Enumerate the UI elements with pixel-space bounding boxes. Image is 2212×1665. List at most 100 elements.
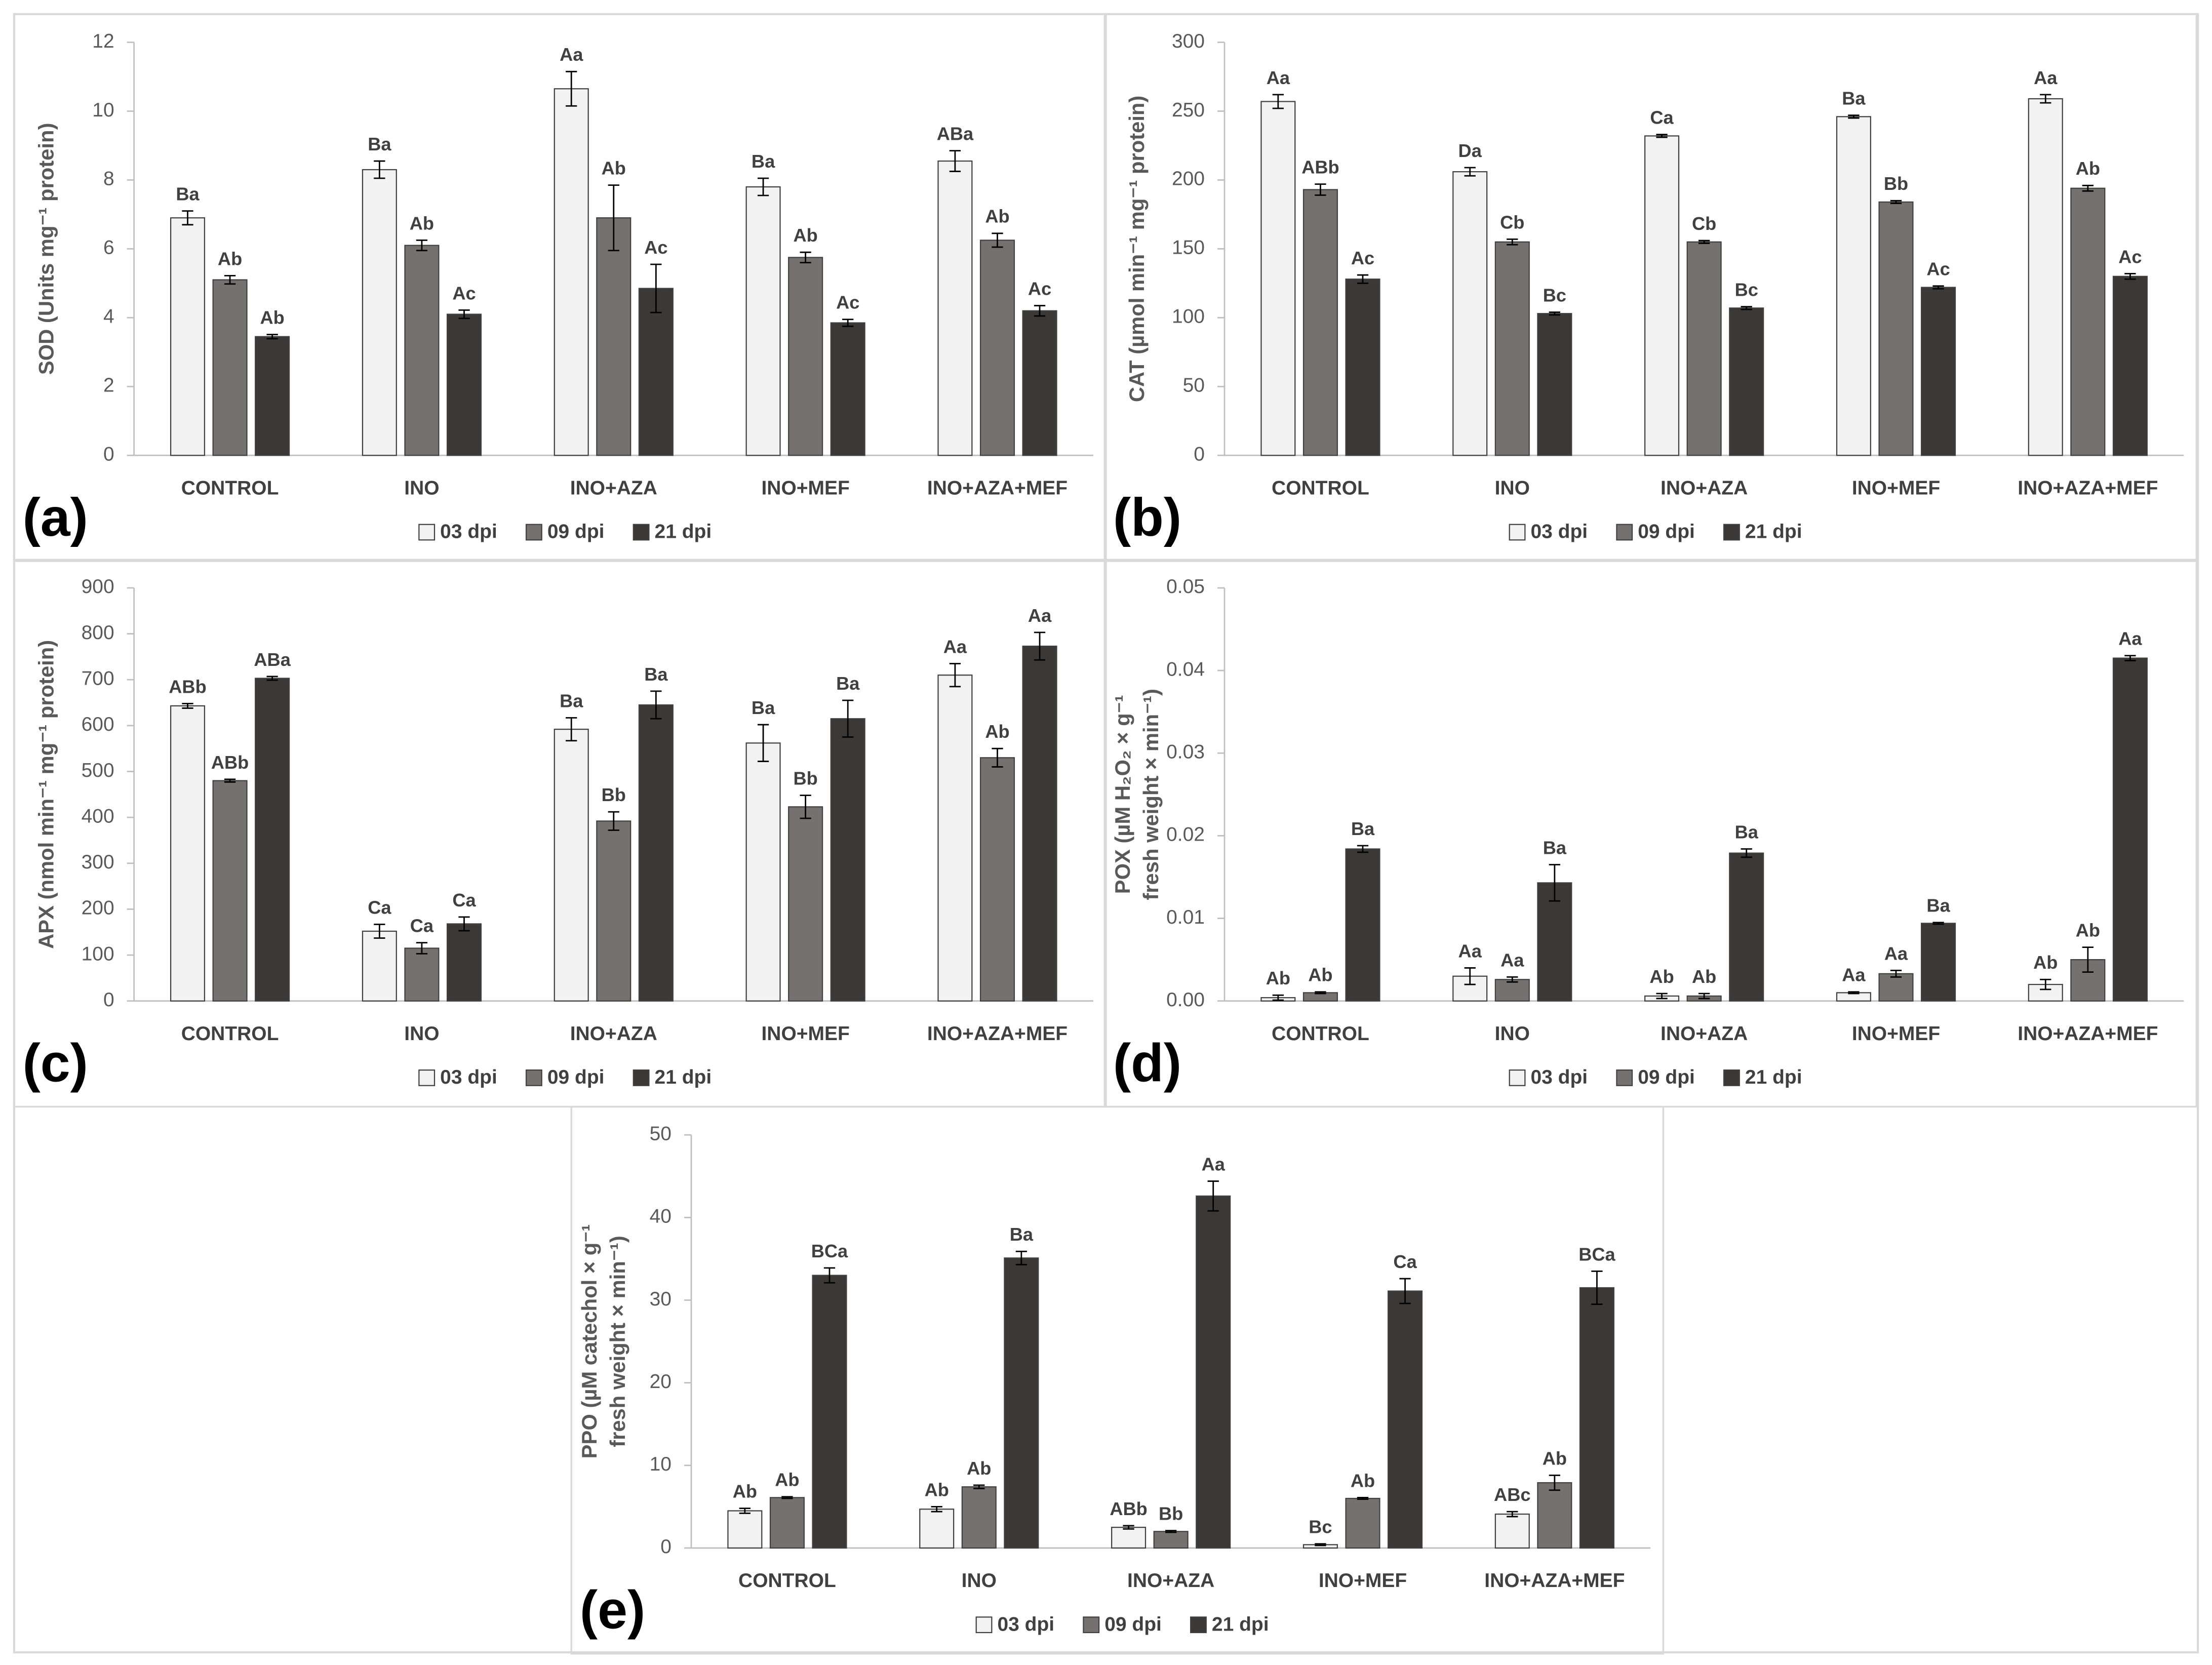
error-bar: [973, 1484, 985, 1489]
bar: [554, 88, 589, 456]
bar: [1111, 1527, 1147, 1549]
y-axis-label: PPO (µM catechol × g⁻¹: [577, 1224, 601, 1459]
significance-letter: Ab: [602, 158, 626, 179]
panel-label: (b): [1113, 488, 1181, 547]
error-bar: [650, 263, 662, 313]
y-tick-label: 8: [103, 168, 114, 190]
x-tick-label: INO+MEF: [1852, 1023, 1940, 1045]
legend-label: 09 dpi: [547, 1066, 605, 1088]
error-bar: [266, 676, 278, 681]
legend-label: 21 dpi: [655, 1066, 712, 1088]
legend-swatch: [418, 1069, 436, 1086]
y-tick-label: 50: [650, 1123, 672, 1144]
significance-letter: Ca: [368, 897, 391, 918]
significance-letter: Ba: [1010, 1224, 1034, 1245]
error-bar: [949, 150, 961, 172]
y-tick-label: 6: [103, 237, 114, 259]
y-tick-label: 600: [82, 713, 114, 735]
x-tick-label: INO+AZA: [1127, 1570, 1214, 1592]
bar: [1537, 882, 1572, 1002]
significance-letter: Ba: [176, 184, 200, 205]
error-bar: [800, 795, 811, 819]
error-bar: [1549, 311, 1560, 316]
y-tick-label: 300: [82, 851, 114, 873]
x-tick-label: INO+AZA+MEF: [927, 477, 1068, 499]
x-tick-label: CONTROL: [1272, 477, 1369, 499]
error-bar: [458, 916, 470, 932]
bar: [362, 169, 397, 456]
significance-letter: Aa: [1458, 940, 1482, 961]
bar: [1921, 923, 1956, 1002]
significance-letter: Ac: [836, 292, 859, 313]
significance-letter: ABa: [937, 124, 974, 144]
significance-letter: Aa: [1028, 605, 1052, 626]
significance-letter: Aa: [1884, 943, 1908, 964]
bar: [638, 704, 674, 1002]
y-tick-label: 250: [1172, 99, 1205, 121]
significance-letter: Cb: [1692, 213, 1716, 234]
significance-letter: Bb: [1159, 1503, 1183, 1524]
significance-letter: Ab: [925, 1479, 949, 1500]
x-tick-label: INO+AZA+MEF: [1484, 1570, 1625, 1592]
error-bar: [949, 663, 961, 688]
panel: 0 2 4 6 8 10 12 SOD (Units mg⁻¹ protein) CONTROL…: [13, 13, 1107, 562]
x-tick-label: INO+MEF: [761, 1023, 849, 1045]
y-tick-label: 900: [82, 576, 114, 598]
legend-swatch: [1616, 1069, 1633, 1086]
error-bar: [739, 1508, 750, 1514]
bar: [788, 257, 823, 456]
bar: [1022, 310, 1057, 456]
significance-letter: Bc: [1543, 285, 1566, 305]
significance-letter: Ba: [1926, 895, 1950, 916]
legend-swatch: [975, 1616, 993, 1634]
x-tick-label: INO: [1495, 1023, 1530, 1045]
x-tick-label: CONTROL: [738, 1570, 836, 1592]
bar: [1537, 1482, 1572, 1549]
panel-label: (c): [23, 1034, 88, 1093]
bar: [404, 245, 440, 456]
significance-letter: Ab: [1649, 966, 1674, 987]
panel: 0 50 100 150 200 250 300 CAT (µmol min⁻¹ mg⁻¹ p…: [1103, 13, 2198, 562]
error-bar: [182, 702, 193, 709]
legend-label: 03 dpi: [440, 521, 497, 543]
significance-letter: Ba: [836, 673, 860, 694]
y-tick-label: 200: [1172, 168, 1205, 190]
error-bar: [608, 811, 619, 831]
significance-letter: Ac: [1351, 248, 1374, 268]
y-axis-label: POX (µM H₂O₂ × g⁻¹: [1111, 695, 1134, 894]
significance-letter: Ac: [1028, 278, 1051, 299]
bar: [212, 780, 248, 1002]
significance-letter: Ab: [2033, 952, 2058, 973]
error-bar: [266, 334, 278, 340]
legend-swatch: [1190, 1616, 1207, 1634]
panel: 0 100 200 300 400 500 600 700 800 900 APX (nmol mi…: [13, 559, 1107, 1108]
legend-label: 09 dpi: [1638, 521, 1695, 543]
legend-swatch: [1509, 524, 1526, 541]
bar: [554, 729, 589, 1002]
significance-letter: Ac: [644, 237, 667, 258]
y-tick-label: 50: [1183, 375, 1205, 397]
bar: [1302, 189, 1338, 456]
significance-letter: Ab: [2076, 158, 2100, 179]
y-axis-label: CAT (µmol min⁻¹ mg⁻¹ protein): [1125, 96, 1149, 402]
significance-letter: Ab: [1692, 966, 1716, 987]
y-tick-label: 10: [92, 99, 114, 121]
error-bar: [566, 70, 577, 107]
y-tick-label: 700: [82, 668, 114, 690]
x-tick-label: INO+AZA: [570, 477, 657, 499]
error-bar: [1656, 993, 1668, 1000]
legend-label: 21 dpi: [1212, 1613, 1269, 1635]
error-bar: [1507, 976, 1518, 983]
bar: [2028, 98, 2063, 456]
bar: [1260, 101, 1296, 456]
significance-letter: Ac: [2118, 246, 2142, 267]
significance-letter: Cb: [1500, 212, 1524, 232]
y-tick-label: 300: [1172, 30, 1205, 52]
y-tick-label: 100: [82, 943, 114, 965]
significance-letter: Aa: [2034, 67, 2058, 88]
y-tick-label: 30: [650, 1288, 672, 1310]
y-tick-label: 0: [103, 444, 114, 465]
y-tick-label: 0: [1194, 444, 1205, 465]
y-tick-label: 0.01: [1166, 906, 1205, 928]
legend-label: 03 dpi: [1531, 521, 1588, 543]
